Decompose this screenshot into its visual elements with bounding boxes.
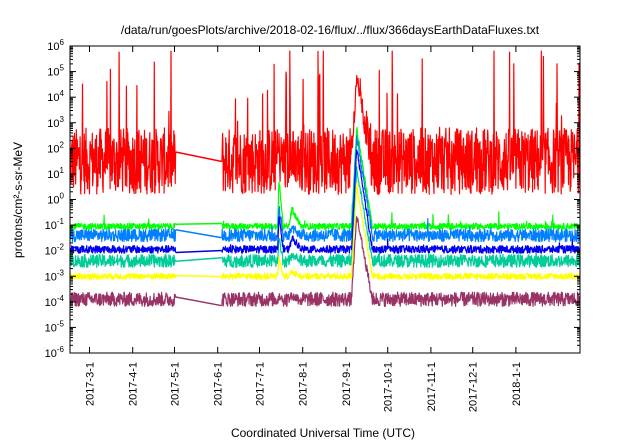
x-tick-label: 2017-11-1 (426, 362, 438, 411)
gap-connector (175, 256, 222, 262)
x-tick-label: 2017-4-1 (128, 362, 140, 406)
y-tick-label: 10-5 (45, 319, 65, 334)
gap-connector (175, 296, 223, 307)
plot-frame (69, 45, 581, 354)
gap-connector (175, 274, 222, 278)
series-line (69, 166, 581, 268)
series-line (69, 149, 581, 254)
y-tick-label: 101 (47, 166, 64, 181)
x-tick-label: 2017-6-1 (213, 362, 225, 406)
y-axis-label: protons/cm²-s-sr-MeV (11, 142, 25, 258)
y-tick-label: 104 (47, 89, 64, 104)
x-tick-label: 2017-10-1 (383, 362, 395, 412)
gap-connector (175, 151, 223, 163)
gap-connector (175, 222, 222, 226)
tick-layer: 10-6 10-5 10-4 10-3 10-2 10-1 100 101 102 103 104 1… (45, 38, 580, 412)
y-tick-label: 10-4 (45, 294, 65, 309)
series-line (69, 135, 581, 243)
x-axis-label: Coordinated Universal Time (UTC) (231, 426, 415, 440)
series-line (69, 182, 581, 280)
series-line (69, 50, 581, 195)
series-line (69, 216, 581, 307)
x-tick-label: 2017-9-1 (341, 362, 353, 406)
chart-title: /data/run/goesPlots/archive/2018-02-16/f… (121, 23, 540, 37)
gap-connector (175, 249, 222, 254)
gap-connector (175, 229, 223, 239)
y-tick-label: 103 (47, 115, 64, 130)
y-tick-label: 10-6 (45, 345, 65, 360)
y-tick-label: 10-2 (45, 243, 65, 258)
y-tick-label: 106 (47, 38, 64, 53)
series-layer (69, 50, 581, 307)
x-tick-label: 2017-5-1 (170, 362, 182, 406)
y-tick-label: 105 (47, 64, 64, 79)
x-tick-label: 2018-1-1 (511, 362, 523, 406)
x-tick-label: 2017-3-1 (85, 362, 97, 406)
series-line (69, 126, 581, 230)
y-tick-label: 10-3 (45, 268, 65, 283)
x-tick-label: 2017-12-1 (468, 362, 480, 412)
y-tick-label: 100 (47, 192, 64, 207)
x-tick-label: 2017-8-1 (298, 362, 310, 406)
x-tick-label: 2017-7-1 (255, 362, 267, 406)
y-tick-label: 102 (47, 140, 64, 155)
y-tick-label: 10-1 (45, 217, 65, 232)
